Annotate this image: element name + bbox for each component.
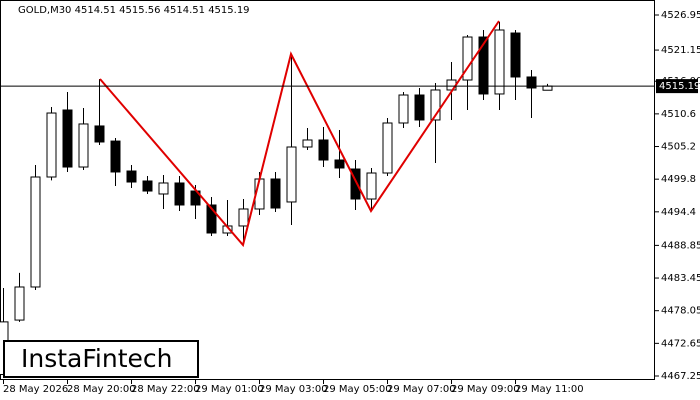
candle-body	[334, 159, 345, 169]
x-tick-label: 28 May 22:00	[131, 384, 200, 395]
current-price-label: 4515.19	[659, 81, 700, 92]
candle-body	[318, 139, 329, 161]
candle-body	[350, 168, 361, 200]
candle-body	[46, 112, 57, 178]
y-tick-label: 4510.6	[661, 109, 696, 120]
candle-body	[366, 172, 377, 200]
y-tick-label: 4526.95	[661, 10, 700, 21]
candle-body	[94, 125, 105, 143]
y-tick-label: 4467.25	[661, 371, 700, 382]
candle-body	[206, 204, 217, 234]
x-tick-label: 29 May 05:00	[323, 384, 392, 395]
candle-body	[78, 123, 89, 168]
y-tick-label: 4505.2	[661, 142, 696, 153]
candle-body	[126, 170, 137, 183]
candle-body	[542, 85, 553, 91]
candle-body	[494, 29, 505, 95]
candle-body	[174, 182, 185, 206]
y-tick-label: 4488.85	[661, 240, 700, 251]
current-price-box	[656, 79, 698, 94]
x-tick-label: 29 May 01:00	[195, 384, 264, 395]
y-tick-label: 4499.8	[661, 174, 696, 185]
x-tick-label: 29 May 07:00	[387, 384, 456, 395]
plot-area	[0, 22, 553, 376]
candle-body	[462, 36, 473, 81]
y-tick-label: 4483.45	[661, 273, 700, 284]
candle-body	[302, 139, 313, 148]
pattern-line	[99, 20, 500, 248]
logo-box: InstaFintech	[3, 340, 199, 378]
candle-body	[382, 122, 393, 174]
x-tick-label: 29 May 03:00	[259, 384, 328, 395]
candle-body	[158, 182, 169, 195]
x-tick-label: 29 May 09:00	[451, 384, 520, 395]
x-tick-label: 28 May 2026	[3, 384, 68, 395]
candle-body	[510, 32, 521, 78]
candle-body	[526, 76, 537, 89]
candle-body	[110, 140, 121, 173]
chart-title: GOLD,M30 4514.51 4515.56 4514.51 4515.19	[18, 5, 250, 16]
candle-body	[430, 89, 441, 121]
x-tick-label: 28 May 20:00	[67, 384, 136, 395]
candle-body	[30, 176, 41, 288]
logo: InstaFintech	[21, 344, 173, 373]
candle-body	[14, 286, 25, 321]
x-tick-label: 29 May 11:00	[515, 384, 584, 395]
candle-body	[142, 180, 153, 192]
candle-body	[286, 146, 297, 203]
candle-body	[62, 109, 73, 168]
y-tick-label: 4478.05	[661, 306, 700, 317]
candle-body	[270, 178, 281, 209]
y-tick-label: 4521.15	[661, 45, 700, 56]
plot-frame	[0, 0, 655, 380]
candle-body	[414, 94, 425, 121]
candle-body	[238, 208, 249, 227]
y-tick-label: 4494.4	[661, 207, 696, 218]
candle-body	[478, 36, 489, 95]
candle-body	[398, 94, 409, 124]
y-tick-label: 4472.65	[661, 338, 700, 349]
